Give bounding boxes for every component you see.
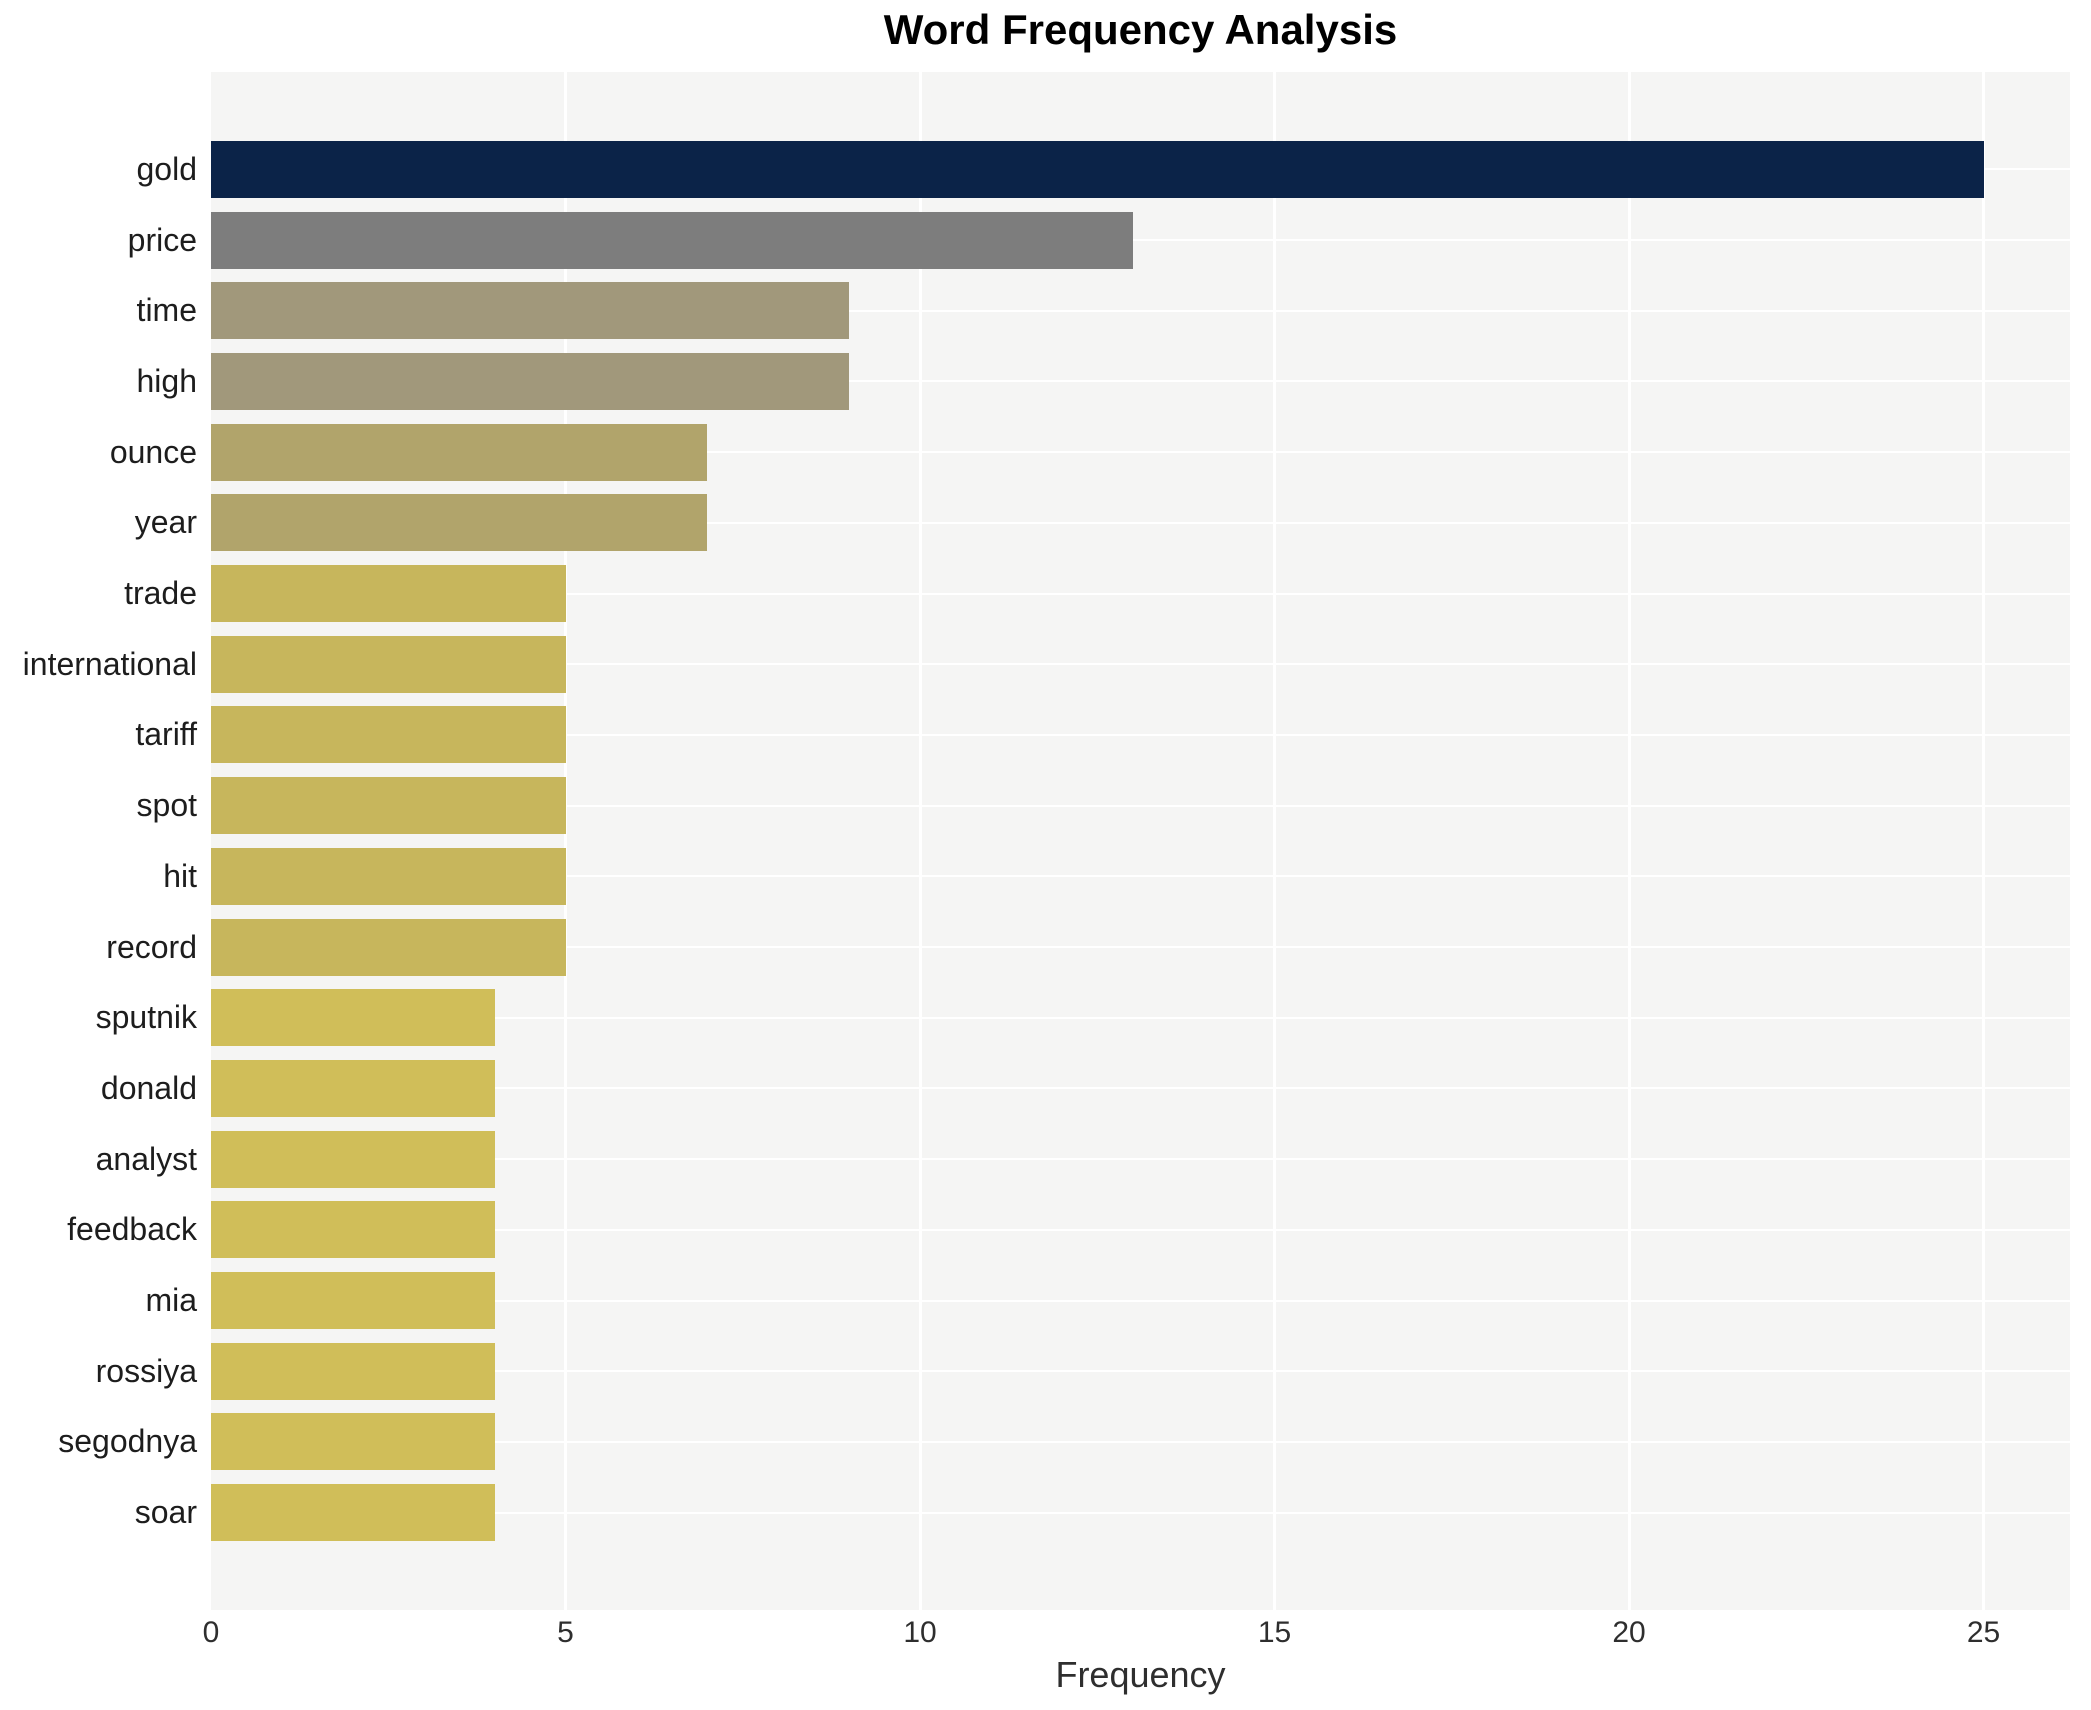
bar-record <box>211 918 566 976</box>
y-gridline <box>211 1016 2070 1019</box>
y-tick-label: high <box>136 362 198 399</box>
y-gridline <box>211 1440 2070 1443</box>
x-tick-label: 10 <box>903 1616 937 1649</box>
y-gridline <box>211 946 2070 949</box>
y-tick-label: tariff <box>135 716 197 753</box>
x-tick-label: 15 <box>1257 1616 1292 1649</box>
x-gridline <box>918 72 922 1610</box>
y-tick-label: year <box>134 504 197 541</box>
x-tick-label: 25 <box>1966 1616 2001 1649</box>
y-gridline <box>211 1511 2070 1514</box>
y-tick-label: segodnya <box>58 1423 197 1460</box>
bar-hit <box>211 847 566 905</box>
bar-high <box>211 352 850 410</box>
chart-title: Word Frequency Analysis <box>883 6 1398 53</box>
bar-row <box>211 1265 2070 1336</box>
y-tick-label: international <box>22 645 197 682</box>
x-tick-label: 20 <box>1612 1616 1646 1649</box>
bar-mia <box>211 1272 495 1330</box>
y-tick-label: donald <box>100 1069 197 1106</box>
y-tick-label: record <box>106 928 197 965</box>
y-gridline <box>211 1087 2070 1090</box>
y-tick-label: analyst <box>95 1140 197 1177</box>
y-tick-label: spot <box>136 787 197 824</box>
bar-row <box>211 1477 2070 1548</box>
y-tick-label: gold <box>136 150 198 187</box>
y-gridline <box>211 1158 2070 1161</box>
x-gridline <box>1982 72 1985 1610</box>
bar-row <box>211 629 2070 700</box>
x-axis-title: Frequency <box>1055 1654 1226 1695</box>
bar-rossiya <box>211 1342 495 1400</box>
bar-row <box>211 700 2070 771</box>
bar-row <box>211 417 2070 488</box>
y-gridline <box>211 733 2070 736</box>
panel <box>211 72 2070 1610</box>
bar-time <box>211 282 850 340</box>
bar-row <box>211 275 2070 346</box>
bar-trade <box>211 565 566 623</box>
bar-spot <box>211 777 566 835</box>
bar-row <box>211 982 2070 1053</box>
x-tick-label: 0 <box>202 1616 220 1649</box>
y-tick-label: feedback <box>67 1211 197 1248</box>
bar-feedback <box>211 1201 495 1259</box>
y-gridline <box>211 875 2070 878</box>
bar-row <box>211 488 2070 559</box>
bar-row <box>211 134 2070 205</box>
y-gridline <box>211 663 2070 666</box>
y-tick-label: time <box>136 292 197 329</box>
bar-analyst <box>211 1130 495 1188</box>
y-gridline <box>211 309 2070 312</box>
y-gridline <box>211 1228 2070 1231</box>
bar-row <box>211 1195 2070 1266</box>
bar-sputnik <box>211 989 495 1047</box>
bar-row <box>211 912 2070 983</box>
bar-row <box>211 1053 2070 1124</box>
x-gridline <box>1627 72 1631 1610</box>
y-tick-label: rossiya <box>95 1352 197 1389</box>
y-gridline <box>211 239 2070 242</box>
bar-soar <box>211 1484 495 1542</box>
y-tick-label: price <box>127 221 197 258</box>
y-gridline <box>211 521 2070 524</box>
y-tick-label: mia <box>145 1282 197 1319</box>
bar-row <box>211 1124 2070 1195</box>
x-tick-label: 5 <box>557 1616 574 1649</box>
x-gridline <box>564 72 567 1610</box>
y-gridline <box>211 1299 2070 1302</box>
y-tick-label: soar <box>134 1494 197 1531</box>
bar-row <box>211 841 2070 912</box>
bar-year <box>211 494 708 552</box>
x-gridline <box>1273 72 1276 1610</box>
y-tick-label: trade <box>124 575 197 612</box>
bar-tariff <box>211 706 566 764</box>
bar-donald <box>211 1059 495 1117</box>
y-gridline <box>211 451 2070 454</box>
bar-international <box>211 635 566 693</box>
y-tick-label: sputnik <box>95 999 197 1036</box>
y-gridline <box>211 1370 2070 1373</box>
bar-row <box>211 205 2070 276</box>
bar-row <box>211 346 2070 417</box>
y-gridline <box>211 804 2070 807</box>
bar-segodnya <box>211 1413 495 1471</box>
y-tick-label: hit <box>163 857 197 894</box>
y-tick-label: ounce <box>109 433 197 470</box>
bar-ounce <box>211 423 708 481</box>
bar-row <box>211 1336 2070 1407</box>
bar-gold <box>211 140 1984 198</box>
bar-row <box>211 1407 2070 1478</box>
bar-row <box>211 770 2070 841</box>
bar-price <box>211 211 1133 269</box>
y-gridline <box>211 380 2070 383</box>
y-gridline <box>211 592 2070 595</box>
bar-row <box>211 558 2070 629</box>
